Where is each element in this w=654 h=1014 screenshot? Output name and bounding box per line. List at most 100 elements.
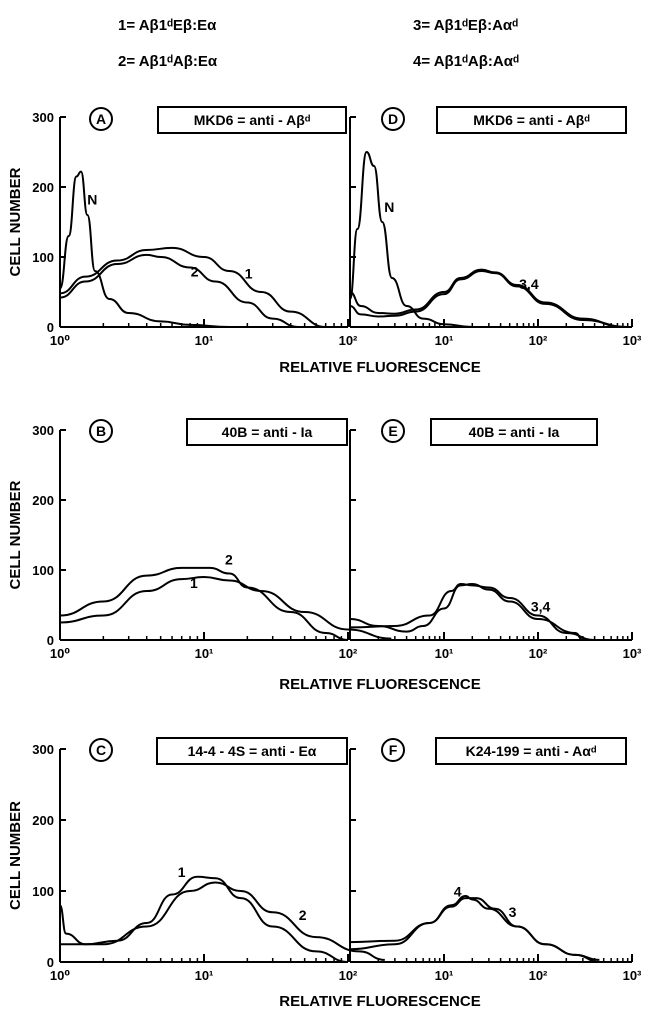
legend-entry-4: 4= Aβ1ᵈAβ:Aαᵈ — [413, 53, 519, 70]
x-tick-label: 10¹ — [435, 333, 454, 348]
curve-label: 1 — [190, 575, 198, 591]
legend-entry-2: 2= Aβ1ᵈAβ:Eα — [118, 53, 218, 70]
y-tick-label: 200 — [32, 813, 54, 828]
panel-letter: F — [389, 742, 398, 758]
curve-label: 3,4 — [519, 276, 539, 292]
curve-label: 3 — [509, 904, 517, 920]
panel-title: 40B = anti - Ia — [469, 424, 560, 440]
legend-num: 2 — [118, 53, 126, 70]
series-line-N — [349, 150, 473, 328]
x-tick-label: 10² — [529, 646, 548, 661]
x-tick-label: 10³ — [623, 646, 642, 661]
series-line-N — [59, 170, 230, 328]
curve-label: 1 — [245, 266, 253, 282]
panel-letter: B — [96, 423, 106, 439]
x-tick-label: 10¹ — [195, 646, 214, 661]
x-axis-label: RELATIVE FLUORESCENCE — [279, 359, 480, 376]
series-line-2 — [59, 566, 349, 641]
legend-text: = Aβ1ᵈAβ:Aαᵈ — [421, 53, 519, 70]
panel-letter-circle — [89, 419, 113, 443]
y-tick-label: 100 — [32, 563, 54, 578]
legend-entry-3: 3= Aβ1ᵈEβ:Aαᵈ — [413, 17, 518, 34]
x-tick-label: 10³ — [623, 333, 642, 348]
curve-label: N — [87, 192, 97, 208]
panel-f: 10¹ 10² 10³ K24-199 = anti - Aαᵈ F 4 3 — [349, 737, 642, 983]
y-tick-label: 0 — [47, 320, 54, 335]
series-line-3 — [349, 582, 595, 641]
x-axis-label: RELATIVE FLUORESCENCE — [279, 676, 480, 693]
y-axis-label: CELL NUMBER — [7, 480, 24, 589]
legend-text: = Aβ1ᵈAβ:Eα — [126, 53, 218, 70]
series-line-4 — [349, 894, 600, 963]
panel-letter: A — [96, 111, 106, 127]
series-line-4 — [349, 269, 628, 328]
curve-label: 2 — [299, 907, 307, 923]
panel-letter-circle — [381, 738, 405, 762]
x-axis-label: RELATIVE FLUORESCENCE — [279, 993, 480, 1010]
panel-letter: D — [388, 111, 398, 127]
panel-c: 0 100 200 300 10⁰ 10¹ 10² CELL NUMBER RELATIVE F… — [7, 737, 481, 1010]
panel-title: MKD6 = anti - Aβᵈ — [473, 112, 590, 128]
panel-title: 14-4 - 4S = anti - Eα — [188, 743, 317, 759]
x-tick-label: 10⁰ — [50, 968, 70, 983]
series-line-3 — [349, 268, 623, 328]
panel-e: 10¹ 10² 10³ 40B = anti - Ia E 3,4 — [349, 418, 642, 661]
y-axis-label: CELL NUMBER — [7, 167, 24, 276]
y-tick-label: 100 — [32, 250, 54, 265]
legend-text: = Aβ1ᵈEβ:Aαᵈ — [421, 17, 518, 34]
y-tick-label: 200 — [32, 180, 54, 195]
x-tick-label: 10¹ — [195, 968, 214, 983]
y-tick-label: 300 — [32, 110, 54, 125]
curve-label: 4 — [454, 884, 462, 900]
title-box — [435, 737, 627, 765]
legend-entry-1: 1= Aβ1ᵈEβ:Eα — [118, 17, 217, 34]
panel-title: MKD6 = anti - Aβᵈ — [194, 112, 311, 128]
legend-num: 4 — [413, 53, 422, 70]
panel-letter-circle — [89, 738, 113, 762]
panel-b: 0 100 200 300 10⁰ 10¹ 10² CELL NUMBER RELATIVE F… — [7, 418, 481, 693]
panel-d: 10¹ 10² 10³ MKD6 = anti - Aβᵈ D N 3,4 — [349, 106, 642, 348]
y-tick-label: 100 — [32, 884, 54, 899]
y-axis-label: CELL NUMBER — [7, 801, 24, 910]
legend-num: 1 — [118, 17, 126, 34]
panel-letter: C — [96, 742, 106, 758]
curve-label: N — [384, 199, 394, 215]
curve-label: 1 — [178, 864, 186, 880]
x-tick-label: 10² — [529, 968, 548, 983]
x-tick-label: 10¹ — [435, 646, 454, 661]
x-tick-label: 10⁰ — [50, 333, 70, 348]
series-line-2 — [59, 253, 299, 328]
x-tick-label: 10² — [339, 968, 358, 983]
title-box — [157, 106, 347, 134]
panel-title: 40B = anti - Ia — [222, 424, 313, 440]
y-tick-label: 300 — [32, 742, 54, 757]
legend-text: = Aβ1ᵈEβ:Eα — [126, 17, 217, 34]
x-tick-label: 10³ — [623, 968, 642, 983]
y-tick-label: 200 — [32, 493, 54, 508]
x-tick-label: 10² — [339, 646, 358, 661]
x-tick-label: 10² — [529, 333, 548, 348]
y-tick-label: 0 — [47, 955, 54, 970]
x-tick-label: 10² — [339, 333, 358, 348]
x-tick-label: 10⁰ — [50, 646, 70, 661]
y-tick-label: 0 — [47, 633, 54, 648]
series-line-1 — [59, 575, 392, 640]
x-tick-label: 10¹ — [435, 968, 454, 983]
series-line-1 — [59, 246, 326, 328]
panel-letter-circle — [381, 107, 405, 131]
curve-label: 2 — [191, 263, 199, 279]
panel-letter-circle — [381, 419, 405, 443]
curve-label: 3,4 — [531, 599, 551, 615]
title-box — [430, 418, 598, 446]
title-box — [436, 106, 627, 134]
legend-num: 3 — [413, 17, 421, 34]
series-line-2 — [59, 881, 385, 961]
legend: 1= Aβ1ᵈEβ:Eα 2= Aβ1ᵈAβ:Eα 3= Aβ1ᵈEβ:Aαᵈ … — [118, 17, 519, 70]
title-box — [186, 418, 348, 446]
curve-label: 2 — [225, 551, 233, 567]
y-tick-label: 300 — [32, 423, 54, 438]
panel-title: K24-199 = anti - Aαᵈ — [466, 743, 597, 759]
panel-a: 0 100 200 300 10⁰ 10¹ 10² CELL NUMBER RELATIVE F… — [7, 106, 481, 376]
